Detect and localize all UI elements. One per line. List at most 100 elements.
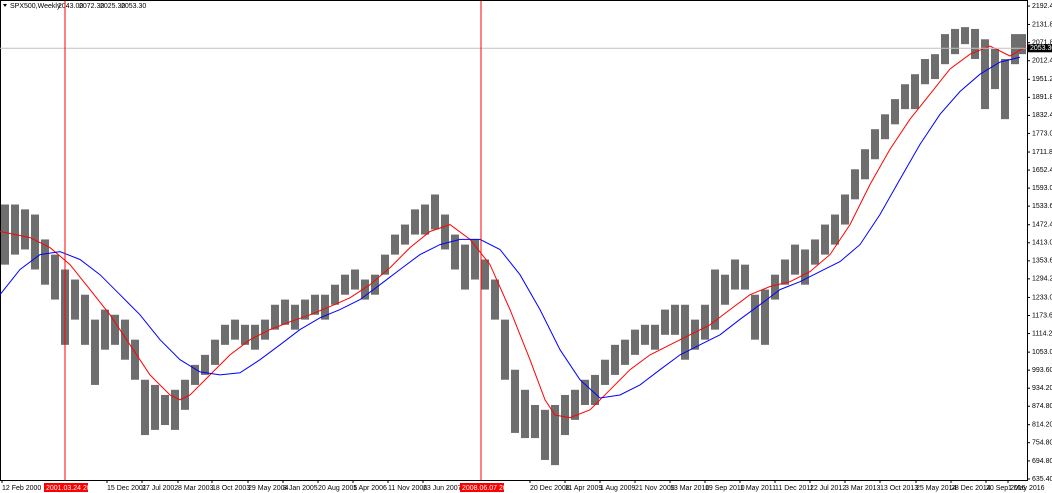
price-bar (81, 294, 89, 345)
x-tick-label: 13 Mar 2010 (670, 485, 709, 492)
y-tick-label: 2012.40 (1032, 58, 1052, 65)
price-bar (411, 209, 419, 235)
price-bar (731, 259, 739, 290)
price-bar (301, 299, 309, 320)
crosshair-label-box (44, 483, 88, 492)
header-value: 2043.00 (58, 3, 83, 10)
y-tick-label: 1173.60 (1032, 312, 1052, 319)
price-bar (801, 249, 809, 285)
x-tick-label: 18 Oct 2003 (212, 485, 250, 492)
price-bar (941, 34, 949, 65)
price-bar (931, 54, 939, 80)
price-bar (401, 224, 409, 245)
x-tick-label: 20 Dec 2008 (530, 485, 570, 492)
crosshair-label: 2001.03.24 20:00 (46, 485, 101, 492)
plot-area (0, 27, 1026, 466)
x-tick-label: 20 Sep 2015 (986, 485, 1026, 492)
price-bar (561, 394, 569, 436)
y-tick-label: 1294.20 (1032, 276, 1052, 283)
price-bar (471, 239, 479, 280)
price-bar (851, 169, 859, 200)
price-bar (681, 304, 689, 360)
x-tick-label: 19 Sep 2010 (705, 485, 745, 492)
price-bar (571, 389, 579, 420)
y-tick-label: 1951.20 (1032, 76, 1052, 83)
y-tick-label: 1891.80 (1032, 94, 1052, 101)
header-value: 2072.30 (79, 3, 104, 10)
y-tick-label: 934.20 (1032, 385, 1052, 392)
y-tick-label: 1711.80 (1032, 149, 1052, 156)
menu-arrow (3, 4, 7, 7)
x-tick-label: 1 Apr 2006 (353, 485, 387, 492)
x-tick-label: 1 May 2016 (1008, 485, 1045, 492)
price-bar (751, 294, 759, 340)
price-bar (351, 269, 359, 290)
y-tick-label: 1114.20 (1032, 330, 1052, 337)
price-bar (191, 364, 199, 385)
y-tick-label: 1832.40 (1032, 112, 1052, 119)
price-bar (381, 254, 389, 275)
price-bar (511, 369, 519, 433)
price-bar (141, 379, 149, 436)
x-tick-label: 20 Aug 2005 (318, 485, 357, 492)
y-tick-label: 1652.40 (1032, 167, 1052, 174)
price-bar (431, 194, 439, 230)
y-tick-label: 1053.00 (1032, 349, 1052, 356)
x-tick-label: 29 May 2004 (248, 485, 289, 492)
y-tick-label: 1413.00 (1032, 240, 1052, 247)
price-bar (591, 374, 599, 405)
price-bar (71, 279, 79, 320)
price-bar (971, 28, 979, 60)
price-bar (1, 204, 9, 265)
price-bar (491, 279, 499, 320)
price-bar (421, 204, 429, 235)
y-tick-label: 1353.60 (1032, 258, 1052, 265)
price-bar (581, 379, 589, 405)
x-tick-label: 3 Mar 2013 (845, 485, 881, 492)
price-bar (911, 74, 919, 110)
price-bar (1018, 34, 1026, 55)
x-tick-label: 25 May 2014 (916, 485, 957, 492)
price-bar (701, 304, 709, 340)
price-bar (541, 409, 549, 460)
price-bar (951, 28, 959, 55)
price-bar (331, 284, 339, 305)
price-bar (991, 48, 999, 90)
price-bar (31, 214, 39, 270)
price-bar (161, 394, 169, 426)
price-bar (981, 39, 989, 110)
x-tick-label: 1 May 2011 (740, 485, 776, 492)
price-bar (921, 59, 929, 85)
price-bar (261, 319, 269, 340)
price-bar (781, 259, 789, 285)
x-tick-label: 12 Feb 2000 (2, 485, 41, 492)
price-bar (691, 319, 699, 350)
price-bar (661, 309, 669, 335)
y-tick-label: 1773.00 (1032, 130, 1052, 137)
x-tick-label: 15 Dec 2001 (107, 485, 147, 492)
price-bar (271, 304, 279, 330)
moving-average (0, 56, 1021, 399)
price-bar (741, 264, 749, 290)
price-bar (371, 274, 379, 295)
price-bar (151, 384, 159, 430)
price-bar (891, 99, 899, 125)
chart-title: SPX500,Weekly (10, 3, 61, 10)
price-bar (711, 269, 719, 330)
price-bar (761, 289, 769, 345)
price-bar (11, 204, 19, 255)
y-tick-label: 1233.00 (1032, 294, 1052, 301)
price-bar (41, 239, 49, 285)
y-tick-label: 1593.00 (1032, 185, 1052, 192)
y-tick-label: 1472.40 (1032, 222, 1052, 229)
price-bar (221, 324, 229, 345)
price-bar (531, 404, 539, 439)
price-bar (841, 194, 849, 225)
price-bar (51, 254, 59, 300)
x-tick-label: 27 Jul 2002 (142, 485, 178, 492)
x-tick-label: 21 Nov 2009 (635, 485, 675, 492)
x-tick-label: 11 Nov 2006 (388, 485, 427, 492)
y-tick-label: 754.80 (1032, 440, 1052, 447)
price-bar (521, 389, 529, 439)
